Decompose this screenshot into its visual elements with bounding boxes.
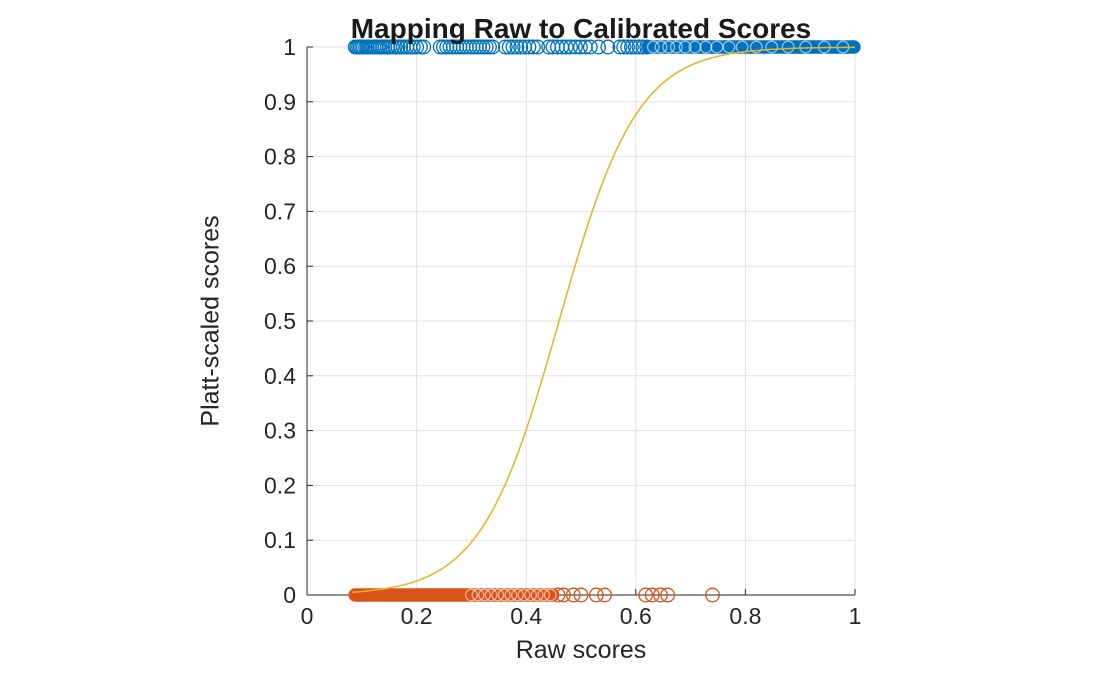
- positive-class-points-marker: [409, 39, 425, 55]
- positive-class-points-marker: [612, 39, 628, 55]
- negative-class-points-marker-overlap: [537, 588, 551, 602]
- positive-class-points-marker: [568, 39, 583, 55]
- positive-class-points-marker: [525, 39, 541, 55]
- negative-class-points-marker: [597, 587, 613, 603]
- positive-class-points-marker: [475, 39, 491, 55]
- negative-class-points-marker-overlap: [464, 588, 478, 602]
- y-axis-label: Platt-scaled scores: [196, 215, 225, 427]
- positive-class-points-marker-overlap: [678, 40, 692, 54]
- positive-class-points-marker: [627, 39, 643, 55]
- positive-class-points-marker: [513, 39, 529, 55]
- positive-class-points-marker: [501, 39, 517, 55]
- positive-class-points-marker-overlap: [749, 40, 763, 54]
- negative-class-points-marker: [573, 587, 589, 603]
- positive-class-points-marker-overlap: [799, 40, 813, 54]
- positive-class-points-marker: [412, 39, 428, 55]
- positive-class-points-marker: [635, 39, 651, 55]
- negative-class-points-marker: [565, 587, 581, 603]
- negative-class-points-marker-overlap: [484, 588, 498, 602]
- negative-class-points-marker: [638, 587, 654, 603]
- positive-class-points-marker: [563, 39, 579, 55]
- negative-class-points-marker-overlap: [497, 588, 511, 602]
- positive-class-points-marker: [478, 39, 494, 55]
- negative-class-points-marker-overlap: [517, 588, 531, 602]
- negative-class-points-marker-overlap: [524, 588, 538, 602]
- positive-class-points-marker: [505, 39, 521, 55]
- positive-class-points-marker: [591, 39, 606, 55]
- positive-class-points-marker: [573, 39, 588, 55]
- negative-class-points-marker-overlap: [504, 588, 518, 602]
- negative-class-points-marker-overlap: [471, 588, 485, 602]
- positive-class-points-marker-overlap: [654, 40, 668, 54]
- chart-title: Mapping Raw to Calibrated Scores: [350, 13, 812, 44]
- y-tick-label: 0.3: [264, 418, 296, 444]
- positive-class-points-marker-overlap: [781, 40, 795, 54]
- negative-class-points-marker-overlap: [491, 588, 505, 602]
- negative-class-points-marker-overlap: [530, 588, 544, 602]
- positive-class-points-marker: [497, 39, 513, 55]
- positive-class-points-marker: [639, 39, 655, 55]
- positive-class-points-marker: [631, 39, 647, 55]
- x-axis-label: Raw scores: [515, 636, 647, 664]
- positive-class-points-marker: [416, 39, 432, 55]
- positive-class-points-marker: [616, 39, 632, 55]
- y-tick-label: 0.4: [264, 363, 296, 389]
- positive-class-points-marker-overlap: [669, 40, 683, 54]
- positive-class-points-marker-overlap: [722, 40, 736, 54]
- positive-class-points-marker: [530, 39, 546, 55]
- positive-class-points-marker: [623, 39, 639, 55]
- y-tick-label: 0.6: [264, 253, 296, 279]
- x-tick-label: 1: [849, 603, 862, 629]
- positive-class-points-marker: [620, 39, 636, 55]
- positive-class-points-marker: [600, 39, 616, 55]
- x-tick-label: 0.4: [510, 603, 542, 629]
- positive-class-points-marker: [405, 39, 421, 55]
- y-tick-label: 0.8: [264, 144, 296, 170]
- x-tick-label: 0.8: [729, 603, 761, 629]
- y-tick-label: 0: [283, 582, 296, 608]
- y-tick-label: 0.7: [264, 198, 296, 224]
- negative-class-points-marker: [653, 587, 668, 603]
- x-tick-label: 0: [301, 603, 314, 629]
- y-tick-label: 0.2: [264, 472, 296, 498]
- negative-class-points-marker-overlap: [510, 588, 524, 602]
- positive-class-points-marker: [521, 39, 537, 55]
- positive-class-points-marker-overlap: [646, 40, 660, 54]
- positive-class-points-marker: [582, 39, 598, 55]
- negative-class-points-marker: [705, 587, 720, 603]
- positive-class-points-marker-overlap: [662, 40, 676, 54]
- platt-sigmoid-curve: [351, 46, 856, 594]
- y-tick-label: 0.9: [264, 89, 296, 115]
- negative-class-points-marker: [588, 587, 604, 603]
- positive-class-points-marker-overlap: [765, 40, 779, 54]
- negative-class-points-marker-overlap: [478, 588, 492, 602]
- positive-class-points-marker: [485, 39, 501, 55]
- x-tick-label: 0.2: [401, 603, 433, 629]
- y-tick-label: 0.5: [264, 308, 296, 334]
- negative-class-points-marker-overlap: [543, 588, 557, 602]
- positive-class-points-marker: [509, 39, 525, 55]
- y-tick-label: 1: [283, 34, 296, 60]
- positive-class-points-marker: [482, 39, 497, 55]
- y-tick-label: 0.1: [264, 527, 296, 553]
- negative-class-points-marker: [660, 587, 676, 603]
- x-tick-label: 0.6: [620, 603, 652, 629]
- negative-class-points-marker: [550, 587, 566, 603]
- negative-class-points-marker: [644, 587, 660, 603]
